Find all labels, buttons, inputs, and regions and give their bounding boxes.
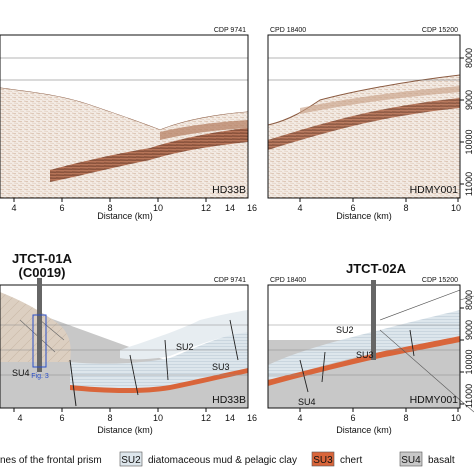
cdp-label: CDP 9741 xyxy=(214,27,246,34)
legend-su4-box-label: SU4 xyxy=(401,455,421,466)
cdp-label-right: CDP 15200 xyxy=(422,277,458,284)
legend-su2-box-label: SU2 xyxy=(121,455,141,466)
unit-label-su3: SU3 xyxy=(212,362,230,372)
x-tick: 8 xyxy=(403,413,408,423)
depth-axis-bottom-right: 8000 9000 10000 11000 xyxy=(460,290,474,408)
panel-bottom-left: Fig. 3 JTCT-01A (C0019) CDP 9741 SU2 SU3… xyxy=(0,251,249,409)
depth-tick: 8000 xyxy=(464,290,474,310)
well-name: JTCT-02A xyxy=(346,261,407,276)
unit-label-su4: SU4 xyxy=(12,368,30,378)
fig-ref-label: Fig. 3 xyxy=(31,373,49,380)
borehole-icon xyxy=(37,278,42,372)
x-tick: 10 xyxy=(153,413,163,423)
x-tick: 6 xyxy=(59,203,64,213)
panel-top-left: CDP 9741 HD33B xyxy=(0,27,249,199)
seismic-line-name: HDMY001 xyxy=(410,394,459,406)
unit-label-su4: SU4 xyxy=(298,397,316,407)
legend-su4-text: basalt xyxy=(428,455,455,466)
x-tick: 10 xyxy=(153,203,163,213)
depth-tick: 10000 xyxy=(464,129,474,154)
x-tick: 10 xyxy=(451,413,461,423)
legend-su3-text: chert xyxy=(340,455,362,466)
panel-bottom-right: JTCT-02A CPD 18400 CDP 15200 SU2 SU3 SU4… xyxy=(267,261,474,413)
well-sub: (C0019) xyxy=(19,265,66,280)
depth-tick: 8000 xyxy=(464,48,474,68)
x-axis-bottom-right: 4 6 8 10 Distance (km) xyxy=(297,408,461,435)
seismic-line-name: HD33B xyxy=(212,184,246,196)
x-tick: 4 xyxy=(297,413,302,423)
x-tick: 6 xyxy=(59,413,64,423)
legend-su3-box-label: SU3 xyxy=(313,455,333,466)
well-name: JTCT-01A xyxy=(12,251,73,266)
seismic-line-name: HD33B xyxy=(212,394,246,406)
cdp-label-right: CDP 15200 xyxy=(422,27,458,34)
legend-su3-swatch xyxy=(311,451,335,467)
legend-su2-text: diatomaceous mud & pelagic clay xyxy=(148,455,297,466)
x-axis-label: Distance (km) xyxy=(336,425,392,435)
unit-label-su2: SU2 xyxy=(336,325,354,335)
x-axis-bottom-left: 4 6 8 10 12 14 16 Distance (km) xyxy=(13,408,257,435)
x-tick: 14 xyxy=(225,203,235,213)
fig3-box xyxy=(32,314,47,368)
borehole-icon xyxy=(371,280,376,360)
x-tick: 14 xyxy=(225,413,235,423)
x-tick: 4 xyxy=(17,413,22,423)
x-tick: 10 xyxy=(451,203,461,213)
x-tick: 6 xyxy=(350,203,355,213)
seismic-line-name: HDMY001 xyxy=(410,184,459,196)
depth-tick: 11000 xyxy=(464,172,474,196)
x-axis-label: Distance (km) xyxy=(336,211,392,221)
x-axis-top-right: 4 6 8 10 Distance (km) xyxy=(297,198,461,221)
unit-label-su2: SU2 xyxy=(176,342,194,352)
x-tick: 6 xyxy=(350,413,355,423)
x-axis-top-left: 4 6 8 10 12 14 16 Distance (km) xyxy=(11,198,257,221)
legend-prism-text: nes of the frontal prism xyxy=(0,455,102,466)
x-tick: 16 xyxy=(247,203,257,213)
panel-top-right: CPD 18400 CDP 15200 HDMY001 xyxy=(267,27,461,199)
depth-axis-top-right: 8000 9000 10000 11000 xyxy=(460,48,474,196)
x-tick: 8 xyxy=(107,413,112,423)
x-axis-label: Distance (km) xyxy=(97,425,153,435)
x-axis-label: Distance (km) xyxy=(97,211,153,221)
x-tick: 8 xyxy=(107,203,112,213)
x-tick: 12 xyxy=(201,413,211,423)
cdp-label-left: CPD 18400 xyxy=(270,27,306,34)
x-tick: 4 xyxy=(11,203,16,213)
x-tick: 8 xyxy=(403,203,408,213)
unit-label-su3: SU3 xyxy=(356,350,374,360)
cdp-label-left: CPD 18400 xyxy=(270,277,306,284)
depth-tick: 10000 xyxy=(464,349,474,374)
legend-su2-swatch xyxy=(119,451,143,467)
legend: nes of the frontal prism SU2 diatomaceou… xyxy=(0,451,455,467)
cdp-label: CDP 9741 xyxy=(214,277,246,284)
depth-tick: 9000 xyxy=(464,320,474,340)
legend-su4-swatch xyxy=(399,451,423,467)
x-tick: 16 xyxy=(247,413,257,423)
depth-tick: 9000 xyxy=(464,90,474,110)
x-tick: 4 xyxy=(297,203,302,213)
x-tick: 12 xyxy=(201,203,211,213)
depth-tick: 11000 xyxy=(464,384,474,408)
